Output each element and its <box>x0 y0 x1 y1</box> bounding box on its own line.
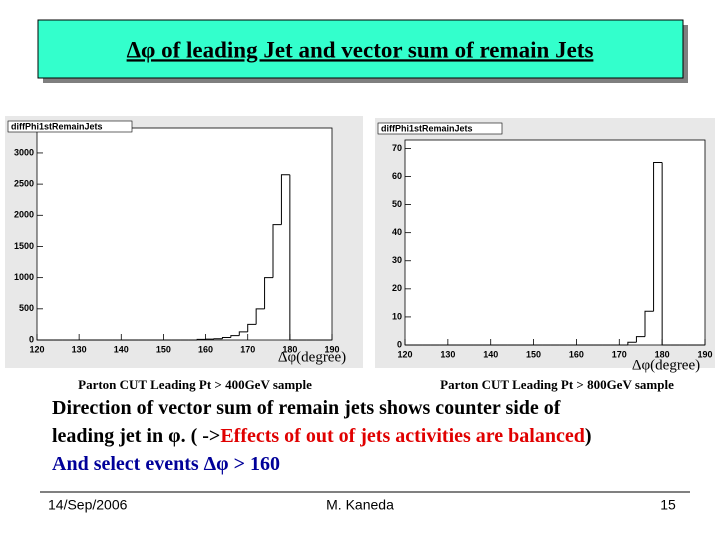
y-tick-label: 0 <box>29 334 34 344</box>
y-tick-label: 500 <box>19 303 34 313</box>
x-tick-label: 160 <box>198 344 213 354</box>
hist-bar <box>230 335 240 338</box>
body-segment: Effects of out of jets activities are ba… <box>220 425 585 447</box>
y-tick-label: 40 <box>392 227 402 237</box>
x-tick-label: 170 <box>240 344 255 354</box>
hist-bar <box>238 331 248 336</box>
y-tick-label: 1500 <box>14 241 34 251</box>
y-tick-label: 1000 <box>14 272 34 282</box>
body-segment: ) <box>585 425 592 447</box>
y-tick-label: 3000 <box>14 147 34 157</box>
hist-bar <box>280 174 290 225</box>
y-tick-label: 30 <box>392 255 402 265</box>
footer-page: 15 <box>660 497 676 513</box>
hist-bar <box>644 310 654 337</box>
x-tick-label: 150 <box>526 349 541 359</box>
x-tick-label: 170 <box>612 349 627 359</box>
y-tick-label: 60 <box>392 171 402 181</box>
x-tick-label: 180 <box>282 344 297 354</box>
hist-bar <box>653 161 663 312</box>
x-tick-label: 190 <box>697 349 712 359</box>
y-tick-label: 50 <box>392 199 402 209</box>
hist-bar <box>255 308 265 325</box>
title-box <box>37 19 684 79</box>
y-tick-label: 10 <box>392 311 402 321</box>
footer-author: M. Kaneda <box>326 497 394 513</box>
x-tick-label: 120 <box>397 349 412 359</box>
plot-area <box>36 127 333 341</box>
x-tick-label: 160 <box>569 349 584 359</box>
body-segment: And select events Δφ > 160 <box>52 453 280 475</box>
x-tick-label: 130 <box>72 344 87 354</box>
hist-bar <box>272 224 282 278</box>
slide-title: Δφ of leading Jet and vector sum of rema… <box>127 37 594 62</box>
body-text: Direction of vector sum of remain jets s… <box>52 397 592 475</box>
hist-bar <box>264 277 273 309</box>
x-tick-label: 180 <box>655 349 670 359</box>
footer-date: 14/Sep/2006 <box>48 497 128 513</box>
x-tick-label: 190 <box>324 344 339 354</box>
y-tick-label: 0 <box>397 339 402 349</box>
x-tick-label: 130 <box>440 349 455 359</box>
x-tick-label: 140 <box>483 349 498 359</box>
y-tick-label: 2000 <box>14 210 34 220</box>
hist-bar <box>221 337 231 339</box>
chart-caption: Parton CUT Leading Pt > 400GeV sample <box>78 377 312 392</box>
y-tick-label: 20 <box>392 283 402 293</box>
chart-caption: Parton CUT Leading Pt > 800GeV sample <box>440 377 674 392</box>
hist-title: diffPhi1stRemainJets <box>381 123 473 133</box>
x-axis-label: Δφ(degree) <box>632 357 700 373</box>
y-tick-label: 70 <box>392 143 402 153</box>
hist-bar <box>196 338 206 340</box>
hist-bar <box>635 336 645 343</box>
hist-bar <box>627 341 637 345</box>
plot-area <box>404 139 706 346</box>
body-segment: leading jet in φ. ( -> <box>52 425 220 447</box>
hist-bar <box>247 323 257 332</box>
hist-title-box <box>377 122 503 135</box>
hist-title: diffPhi1stRemainJets <box>11 121 103 131</box>
hist-title-box <box>7 120 133 133</box>
x-tick-label: 150 <box>156 344 171 354</box>
hist-bar <box>661 162 671 346</box>
y-tick-label: 2500 <box>14 178 34 188</box>
hist-bar <box>289 174 299 341</box>
x-tick-label: 140 <box>114 344 129 354</box>
body-segment: Direction of vector sum of remain jets s… <box>52 397 561 419</box>
x-axis-label: Δφ(degree) <box>278 349 346 365</box>
x-tick-label: 120 <box>29 344 44 354</box>
